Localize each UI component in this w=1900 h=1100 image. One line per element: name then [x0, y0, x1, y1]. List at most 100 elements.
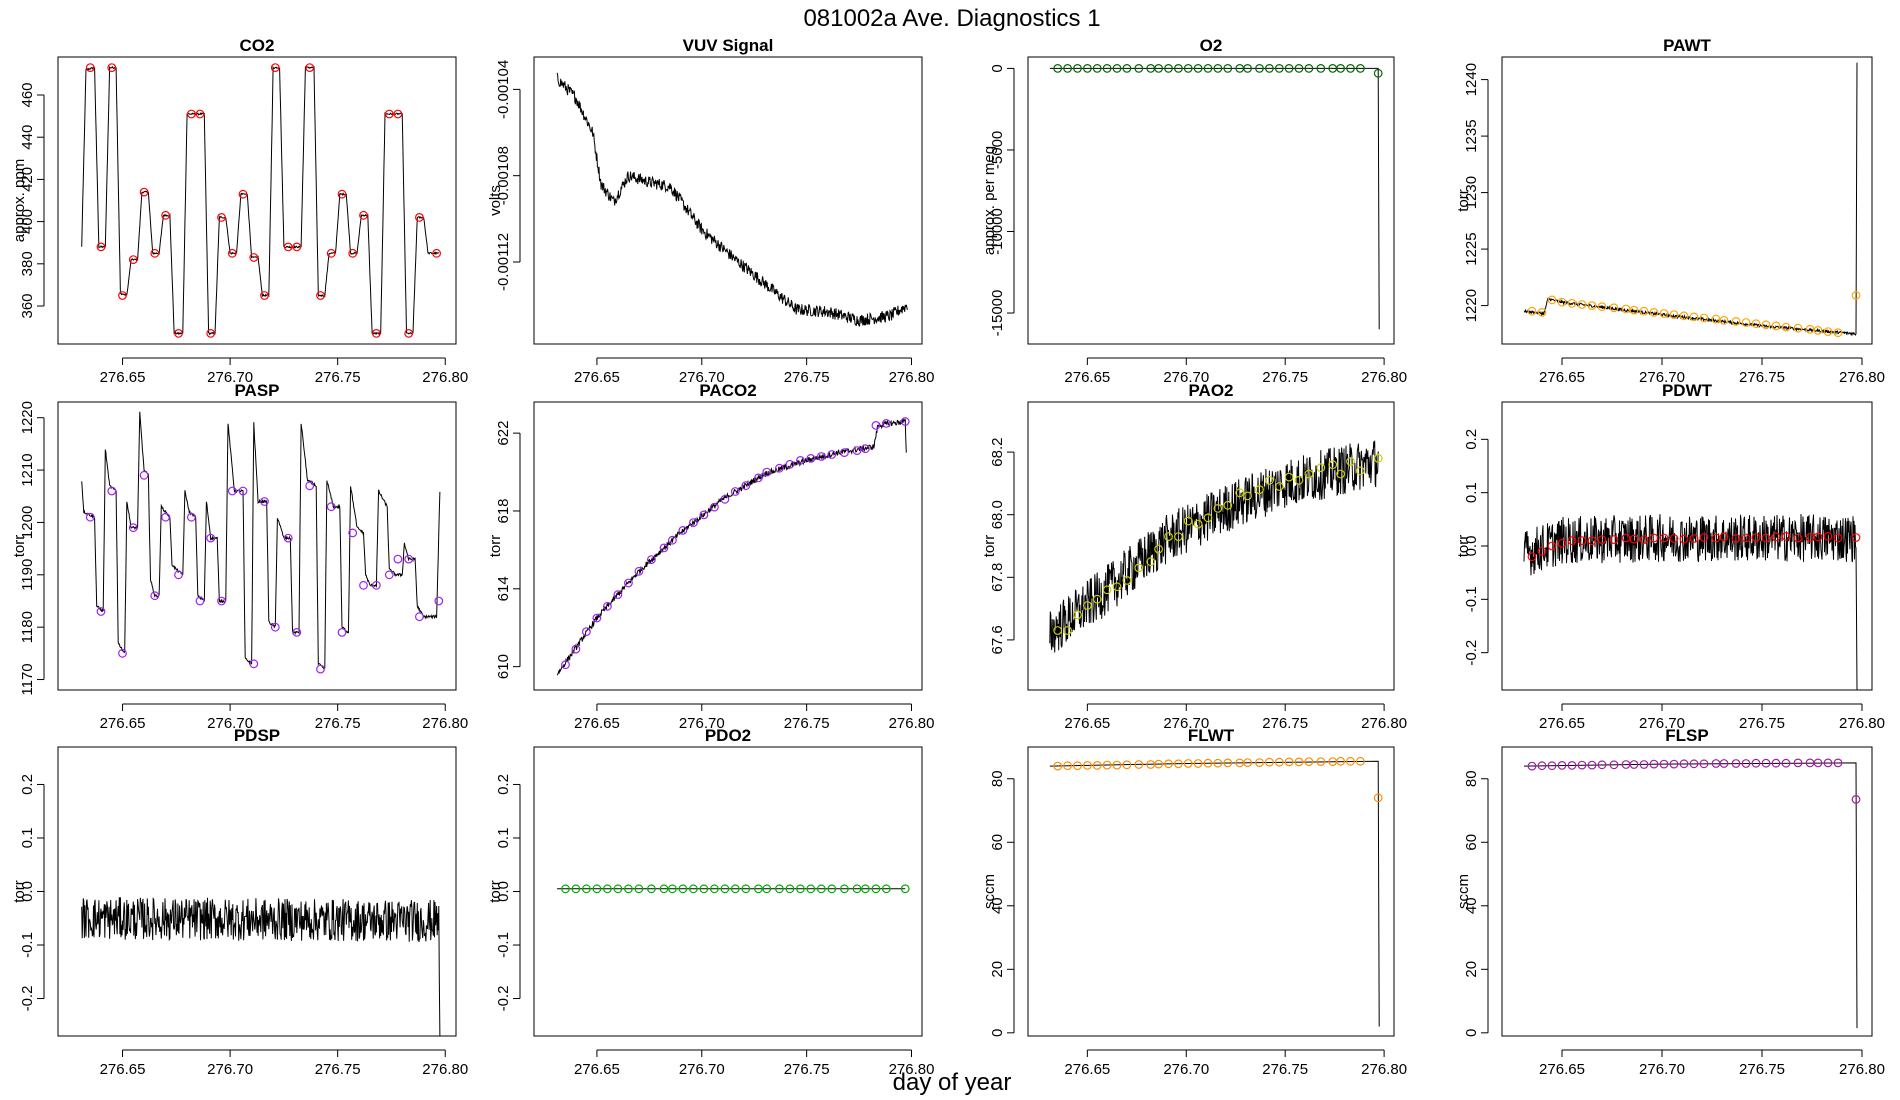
y-tick-label-pdwt-1: -0.1 — [1463, 586, 1480, 612]
marker-flwt-17 — [1223, 758, 1233, 768]
marker-pdwt-21 — [1741, 533, 1751, 543]
marker-flwt-16 — [1213, 758, 1223, 768]
marker-paco2-17 — [741, 481, 751, 491]
marker-pao2-18 — [1235, 488, 1245, 498]
marker-pasp-25 — [359, 580, 368, 590]
y-tick-label-flwt-1: 20 — [989, 961, 1006, 978]
marker-flsp-26 — [1793, 758, 1803, 768]
panel-title-paco2: PACO2 — [699, 381, 756, 400]
x-tick-label-pawt-0: 276.65 — [1539, 369, 1585, 386]
marker-o2-23 — [1284, 63, 1294, 73]
ylabel-pasp: torr — [11, 535, 28, 558]
marker-flwt-31 — [1373, 793, 1383, 803]
marker-co2-23 — [337, 189, 347, 199]
marker-o2-30 — [1355, 63, 1365, 73]
marker-pao2-3 — [1082, 601, 1092, 610]
x-tick-label-o2-1: 276.70 — [1163, 369, 1209, 386]
marker-paco2-0 — [561, 660, 570, 670]
x-tick-label-pawt-3: 276.80 — [1839, 369, 1885, 386]
marker-pdwt-0 — [1527, 552, 1537, 562]
y-tick-label-pdwt-3: 0.1 — [1463, 482, 1480, 503]
marker-o2-13 — [1183, 63, 1193, 73]
y-tick-label-pawt-1: 1225 — [1463, 232, 1480, 265]
marker-pawt-24 — [1771, 321, 1781, 331]
y-tick-label-pasp-4: 1210 — [19, 453, 36, 486]
marker-paco2-12 — [689, 518, 698, 527]
marker-pao2-30 — [1355, 466, 1365, 476]
x-tick-label-flwt-3: 276.80 — [1361, 1061, 1407, 1078]
y-tick-label-pawt-4: 1240 — [1463, 63, 1480, 96]
plot-frame-pdwt — [1501, 401, 1873, 691]
marker-pawt-15 — [1679, 311, 1689, 321]
marker-co2-8 — [174, 329, 183, 338]
marker-pao2-26 — [1316, 463, 1326, 473]
marker-pao2-15 — [1203, 513, 1213, 523]
x-tick-label-pasp-3: 276.80 — [422, 715, 468, 732]
ylabel-pdsp: torr — [11, 880, 28, 903]
panel-title-pdsp: PDSP — [234, 726, 280, 745]
marker-flsp-29 — [1823, 758, 1833, 768]
marker-co2-19 — [292, 242, 302, 252]
marker-o2-10 — [1154, 63, 1163, 73]
marker-pao2-4 — [1092, 594, 1102, 604]
marker-co2-7 — [161, 210, 171, 220]
marker-pao2-11 — [1164, 532, 1173, 541]
marker-co2-5 — [139, 187, 149, 197]
marker-pasp-26 — [372, 580, 381, 590]
y-tick-label-pao2-0: 67.6 — [989, 625, 1006, 654]
x-tick-label-co2-2: 276.75 — [315, 369, 361, 386]
marker-pawt-12 — [1649, 308, 1659, 317]
marker-co2-15 — [249, 253, 259, 262]
marker-pasp-22 — [326, 502, 336, 512]
marker-pdwt-15 — [1679, 534, 1689, 544]
marker-pawt-30 — [1833, 328, 1843, 338]
marker-pdwt-26 — [1793, 533, 1803, 543]
x-tick-label-vuv-signal-3: 276.80 — [889, 369, 935, 386]
marker-pasp-23 — [337, 628, 347, 637]
marker-pawt-1 — [1537, 308, 1547, 317]
marker-co2-0 — [85, 63, 95, 72]
marker-pdo2-0 — [561, 884, 570, 894]
panel-title-pao2: PAO2 — [1188, 381, 1233, 400]
trace-line-flwt — [1049, 760, 1380, 1027]
marker-pawt-7 — [1597, 302, 1607, 312]
panel-pao2: PAO2 torr 276.65 276.70 276.75 276.80 67.6 67.8… — [981, 381, 1407, 732]
y-tick-label-pdwt-2: 0.0 — [1463, 536, 1480, 557]
x-tick-label-flwt-1: 276.70 — [1163, 1061, 1209, 1078]
y-tick-label-flwt-0: 0 — [989, 1029, 1006, 1037]
marker-flwt-8 — [1134, 760, 1144, 769]
marker-pasp-3 — [118, 648, 127, 658]
marker-paco2-15 — [720, 494, 730, 504]
marker-o2-20 — [1255, 63, 1264, 73]
marker-flsp-24 — [1771, 758, 1781, 768]
marker-co2-24 — [348, 248, 358, 258]
x-tick-label-pao2-1: 276.70 — [1163, 715, 1209, 732]
panel-o2: O2 approx. per meg 276.65 276.70 276.75 276.8… — [981, 36, 1407, 386]
y-tick-label-pdo2-0: -0.2 — [495, 986, 512, 1012]
marker-paco2-11 — [678, 526, 688, 535]
marker-paco2-27 — [852, 446, 862, 456]
marker-pasp-17 — [270, 622, 280, 632]
y-tick-label-co2-0: 360 — [19, 293, 36, 318]
marker-pao2-16 — [1213, 504, 1223, 513]
marker-paco2-29 — [871, 421, 881, 430]
marker-pdwt-2 — [1547, 541, 1557, 551]
x-tick-label-o2-2: 276.75 — [1262, 369, 1308, 386]
panel-pdsp: PDSP torr 276.65 276.70 276.75 276.80 -0.2 -0.1… — [11, 726, 468, 1078]
marker-pawt-21 — [1741, 318, 1751, 327]
marker-pao2-17 — [1223, 500, 1233, 510]
x-tick-label-flwt-2: 276.75 — [1262, 1061, 1308, 1078]
y-tick-label-pdsp-3: 0.1 — [19, 828, 36, 849]
marker-pdo2-10 — [668, 884, 677, 894]
marker-pawt-23 — [1761, 320, 1771, 330]
plot-frame-pasp — [57, 401, 457, 691]
trace-line-pdsp — [81, 897, 441, 1036]
marker-pao2-24 — [1294, 475, 1304, 485]
marker-pawt-0 — [1527, 306, 1537, 316]
x-tick-label-pasp-2: 276.75 — [315, 715, 361, 732]
marker-paco2-18 — [754, 473, 763, 483]
marker-pao2-29 — [1346, 457, 1355, 466]
marker-pdwt-16 — [1689, 534, 1699, 543]
marker-flwt-14 — [1193, 759, 1203, 768]
